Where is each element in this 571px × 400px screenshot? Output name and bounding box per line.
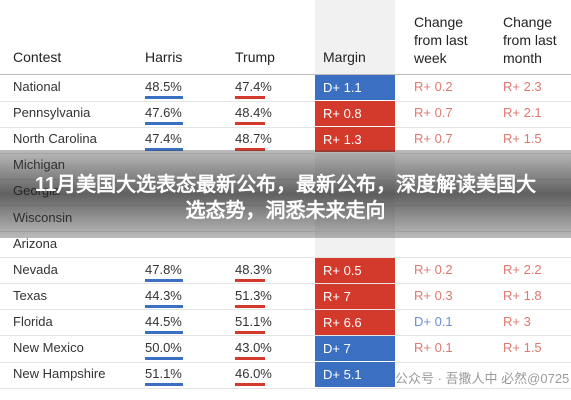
share-cell: 46.0% bbox=[235, 366, 272, 382]
contest-name: Texas bbox=[13, 287, 47, 303]
share-cell: 50.0% bbox=[145, 340, 182, 355]
change-cell: R+ 2.3 bbox=[503, 79, 542, 94]
share-cell: 48.7% bbox=[235, 131, 272, 147]
trump-bar bbox=[235, 148, 265, 152]
row-rule bbox=[0, 335, 571, 337]
margin-cell: R+ 1.3 bbox=[315, 127, 395, 153]
share-cell: 51.1% bbox=[235, 313, 272, 329]
trump-bar bbox=[235, 122, 265, 126]
column-header: Harris bbox=[145, 49, 183, 65]
trump-bar bbox=[235, 330, 265, 334]
contest-name: New Mexico bbox=[13, 340, 84, 355]
column-header: Contest bbox=[13, 49, 62, 65]
change-cell: R+ 2.1 bbox=[503, 105, 542, 121]
trump-bar bbox=[235, 96, 265, 99]
share-cell: 48.4% bbox=[235, 105, 272, 121]
change-cell: R+ 0.3 bbox=[414, 287, 453, 303]
watermark: 公众号 · 吾撒人中 必然@0725 bbox=[395, 371, 570, 386]
contest-name: Arizona bbox=[13, 235, 58, 251]
contest-name: New Hampshire bbox=[13, 366, 106, 382]
column-header: Change from last month bbox=[503, 14, 557, 66]
row-rule bbox=[0, 126, 571, 128]
harris-bar bbox=[145, 122, 183, 126]
contest-name: Pennsylvania bbox=[13, 105, 91, 121]
trump-bar bbox=[235, 278, 265, 282]
banner-title: 11月美国大选表态最新公布，最新公布，深度解读美国大选态势，洞悉未来走向 bbox=[34, 174, 537, 222]
change-cell: R+ 3 bbox=[503, 313, 531, 329]
share-cell: 44.5% bbox=[145, 313, 182, 329]
row-rule bbox=[0, 283, 571, 285]
header-rule bbox=[0, 74, 571, 75]
row-rule bbox=[0, 100, 571, 102]
trump-bar bbox=[235, 304, 265, 308]
change-cell: D+ 0.1 bbox=[414, 313, 453, 329]
harris-bar bbox=[145, 304, 183, 308]
row-rule bbox=[0, 387, 571, 389]
change-cell: R+ 0.2 bbox=[414, 261, 453, 277]
column-header: Change from last week bbox=[414, 14, 468, 66]
change-cell: R+ 1.5 bbox=[503, 340, 542, 355]
share-cell: 48.3% bbox=[235, 261, 272, 277]
margin-cell: R+ 0.5 bbox=[315, 257, 395, 283]
share-cell: 43.0% bbox=[235, 340, 272, 355]
row-rule bbox=[0, 309, 571, 311]
change-cell: R+ 0.7 bbox=[414, 105, 453, 121]
share-cell: 47.4% bbox=[145, 131, 182, 147]
margin-cell: D+ 1.1 bbox=[315, 75, 395, 100]
margin-cell: R+ 7 bbox=[315, 283, 395, 309]
column-header: Trump bbox=[235, 49, 275, 65]
share-cell: 48.5% bbox=[145, 79, 182, 94]
harris-bar bbox=[145, 330, 183, 334]
share-cell: 44.3% bbox=[145, 287, 182, 303]
harris-bar bbox=[145, 96, 183, 99]
contest-name: Nevada bbox=[13, 261, 58, 277]
margin-cell: D+ 5.1 bbox=[315, 362, 395, 388]
share-cell: 51.3% bbox=[235, 287, 272, 303]
margin-cell: R+ 6.6 bbox=[315, 309, 395, 335]
share-cell: 47.6% bbox=[145, 105, 182, 121]
margin-cell: R+ 0.8 bbox=[315, 101, 395, 127]
margin-cell: D+ 7 bbox=[315, 336, 395, 361]
change-cell: R+ 0.2 bbox=[414, 79, 453, 94]
harris-bar bbox=[145, 357, 183, 360]
change-cell: R+ 2.2 bbox=[503, 261, 542, 277]
harris-bar bbox=[145, 278, 183, 282]
contest-name: Florida bbox=[13, 313, 53, 329]
contest-name: North Carolina bbox=[13, 131, 97, 147]
banner: 11月美国大选表态最新公布，最新公布，深度解读美国大选态势，洞悉未来走向 bbox=[0, 150, 571, 238]
harris-bar bbox=[145, 148, 183, 152]
change-cell: R+ 1.8 bbox=[503, 287, 542, 303]
harris-bar bbox=[145, 383, 183, 387]
change-cell: R+ 1.5 bbox=[503, 131, 542, 147]
share-cell: 47.8% bbox=[145, 261, 182, 277]
change-cell: R+ 0.7 bbox=[414, 131, 453, 147]
row-rule bbox=[0, 361, 571, 363]
row-rule bbox=[0, 257, 571, 259]
share-cell: 47.4% bbox=[235, 79, 272, 94]
trump-bar bbox=[235, 383, 265, 387]
contest-name: National bbox=[13, 79, 61, 94]
trump-bar bbox=[235, 357, 265, 360]
change-cell: R+ 0.1 bbox=[414, 340, 453, 355]
share-cell: 51.1% bbox=[145, 366, 182, 382]
column-header: Margin bbox=[315, 0, 395, 75]
